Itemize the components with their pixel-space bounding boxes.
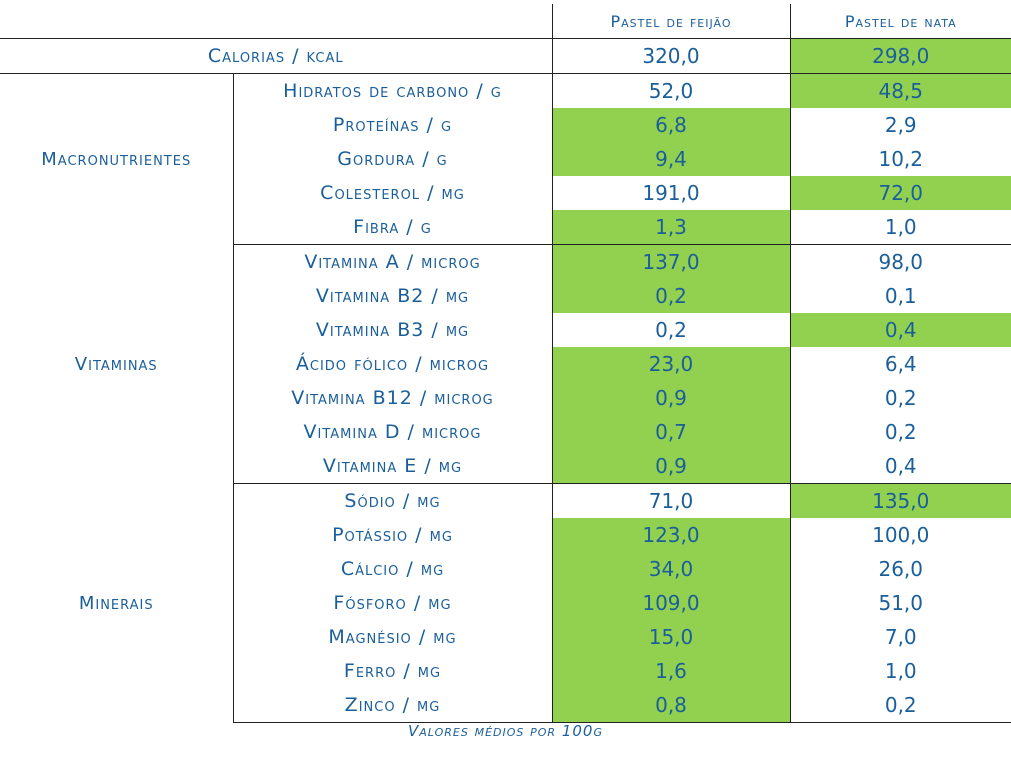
header-pastel-de-nata: Pastel de nata — [789, 4, 1011, 39]
value-nata: 7,0 — [789, 620, 1011, 654]
nutrition-comparison-table: Pastel de feijão Pastel de nata Calorias… — [0, 4, 1011, 723]
table-row: Vitamina B3 / mg 0,2 0,4 — [0, 313, 1011, 347]
value-feijao: 23,0 — [551, 347, 790, 381]
table-row: Colesterol / mg 191,0 72,0 — [0, 176, 1011, 210]
value-feijao: 52,0 — [551, 73, 790, 108]
header-empty-cell — [0, 4, 552, 39]
table-row: Magnésio / mg 15,0 7,0 — [0, 620, 1011, 654]
value-feijao: 71,0 — [551, 483, 790, 518]
nutrient-label: Proteínas / g — [232, 108, 552, 142]
table-row: Fósforo / mg 109,0 51,0 — [0, 586, 1011, 620]
table-row: Zinco / mg 0,8 0,2 — [0, 688, 1011, 723]
value-feijao: 6,8 — [551, 108, 790, 142]
value-nata: 2,9 — [789, 108, 1011, 142]
value-feijao: 109,0 — [551, 586, 790, 620]
value-nata: 10,2 — [789, 142, 1011, 176]
table-row: Ácido fólico / microg 23,0 6,4 — [0, 347, 1011, 381]
table-row: Ferro / mg 1,6 1,0 — [0, 654, 1011, 688]
nutrient-label: Vitamina B12 / microg — [232, 381, 552, 415]
table-row: Fibra / g 1,3 1,0 — [0, 210, 1011, 245]
nutrient-label: Sódio / mg — [232, 483, 552, 518]
value-feijao: 0,9 — [551, 381, 790, 415]
value-feijao: 0,9 — [551, 449, 790, 484]
header-row: Pastel de feijão Pastel de nata — [0, 4, 1011, 39]
value-nata: 98,0 — [789, 244, 1011, 279]
table-row: Gordura / g 9,4 10,2 — [0, 142, 1011, 176]
nutrient-label: Ferro / mg — [232, 654, 552, 688]
table-row: Vitamina D / microg 0,7 0,2 — [0, 415, 1011, 449]
nutrient-label: Zinco / mg — [232, 688, 552, 723]
value-nata: 100,0 — [789, 518, 1011, 552]
value-nata: 6,4 — [789, 347, 1011, 381]
table-row: Macronutrientes Hidratos de carbono / g 52… — [0, 73, 1011, 170]
value-feijao: 137,0 — [551, 244, 790, 279]
table-row: Potássio / mg 123,0 100,0 — [0, 518, 1011, 552]
nutrient-label: Vitamina A / microg — [232, 244, 552, 279]
value-feijao: 0,8 — [551, 688, 790, 723]
value-nata: 0,2 — [789, 688, 1011, 723]
table-row: Vitamina B2 / mg 0,2 0,1 — [0, 279, 1011, 313]
calories-value-nata: 298,0 — [789, 38, 1011, 74]
value-feijao: 0,7 — [551, 415, 790, 449]
value-nata: 72,0 — [789, 176, 1011, 210]
value-nata: 0,4 — [789, 313, 1011, 347]
table-row: Vitaminas Vitamina A / microg 137,0 98,0 — [0, 244, 1011, 375]
value-feijao: 1,6 — [551, 654, 790, 688]
group-label-macro: Macronutrientes — [41, 148, 192, 170]
calories-row: Calorias / kcal 320,0 298,0 — [0, 38, 1011, 74]
value-feijao: 191,0 — [551, 176, 790, 210]
table-row: Cálcio / mg 34,0 26,0 — [0, 552, 1011, 586]
value-feijao: 15,0 — [551, 620, 790, 654]
value-nata: 0,2 — [789, 381, 1011, 415]
header-pastel-de-feijao: Pastel de feijão — [551, 4, 790, 39]
value-feijao: 34,0 — [551, 552, 790, 586]
nutrient-label: Colesterol / mg — [232, 176, 552, 210]
table-row: Minerais Sódio / mg 71,0 135,0 — [0, 483, 1011, 614]
nutrient-label: Vitamina D / microg — [232, 415, 552, 449]
nutrient-label: Hidratos de carbono / g — [232, 73, 552, 108]
nutrient-label: Cálcio / mg — [232, 552, 552, 586]
value-nata: 0,1 — [789, 279, 1011, 313]
table-row: Vitamina B12 / microg 0,9 0,2 — [0, 381, 1011, 415]
value-feijao: 123,0 — [551, 518, 790, 552]
value-nata: 51,0 — [789, 586, 1011, 620]
group-label-vit: Vitaminas — [74, 353, 158, 375]
table-row: Vitamina E / mg 0,9 0,4 — [0, 449, 1011, 484]
value-feijao: 0,2 — [551, 279, 790, 313]
nutrient-label: Vitamina B2 / mg — [232, 279, 552, 313]
group-label-min: Minerais — [78, 592, 154, 614]
value-nata: 135,0 — [789, 483, 1011, 518]
nutrient-label: Gordura / g — [232, 142, 552, 176]
nutrient-label: Vitamina B3 / mg — [232, 313, 552, 347]
table-row: Proteínas / g 6,8 2,9 — [0, 108, 1011, 142]
nutrient-label: Ácido fólico / microg — [232, 347, 552, 381]
calories-label: Calorias / kcal — [0, 38, 552, 74]
nutrient-label: Fibra / g — [232, 210, 552, 245]
footnote: Valores médios por 100g — [408, 722, 603, 740]
calories-value-feijao: 320,0 — [551, 38, 790, 74]
value-nata: 48,5 — [789, 73, 1011, 108]
nutrient-label: Magnésio / mg — [232, 620, 552, 654]
nutrient-label: Potássio / mg — [232, 518, 552, 552]
value-feijao: 1,3 — [551, 210, 790, 245]
nutrient-label: Fósforo / mg — [232, 586, 552, 620]
value-nata: 26,0 — [789, 552, 1011, 586]
value-nata: 0,2 — [789, 415, 1011, 449]
value-nata: 0,4 — [789, 449, 1011, 484]
value-feijao: 9,4 — [551, 142, 790, 176]
value-nata: 1,0 — [789, 654, 1011, 688]
value-nata: 1,0 — [789, 210, 1011, 245]
nutrient-label: Vitamina E / mg — [232, 449, 552, 484]
value-feijao: 0,2 — [551, 313, 790, 347]
